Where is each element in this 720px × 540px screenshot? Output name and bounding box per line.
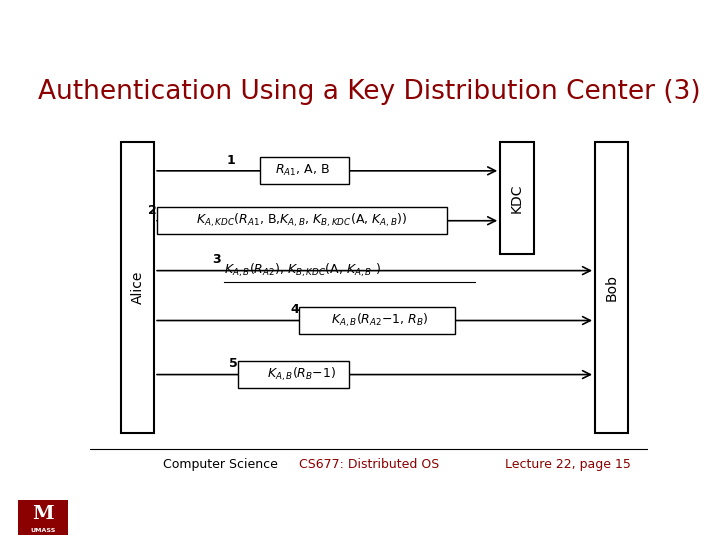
Text: CS677: Distributed OS: CS677: Distributed OS: [299, 458, 439, 471]
Text: 5: 5: [229, 357, 238, 370]
Text: 3: 3: [212, 253, 221, 266]
Text: KDC: KDC: [510, 183, 524, 213]
Bar: [157, 207, 447, 234]
Text: Alice: Alice: [130, 271, 145, 304]
Bar: [260, 157, 349, 184]
Text: 1: 1: [226, 154, 235, 167]
Text: $K_{A,B}$($R_B$−1): $K_{A,B}$($R_B$−1): [267, 366, 337, 383]
Text: $K_{A,KDC}$($R_{A1}$, B,$K_{A,B}$, $K_{B,KDC}$(A, $K_{A,B}$)): $K_{A,KDC}$($R_{A1}$, B,$K_{A,B}$, $K_{B…: [197, 212, 408, 230]
Bar: [595, 141, 629, 433]
Text: $K_{A,B}$($R_{A2}$), $K_{B,KDC}$(A, $K_{A,B}$ ): $K_{A,B}$($R_{A2}$), $K_{B,KDC}$(A, $K_{…: [224, 262, 381, 279]
Text: UMASS: UMASS: [30, 528, 56, 533]
Text: M: M: [32, 504, 54, 523]
Text: Lecture 22, page 15: Lecture 22, page 15: [505, 458, 631, 471]
Bar: [121, 141, 154, 433]
Text: Computer Science: Computer Science: [163, 458, 277, 471]
Text: $R_{A1}$, A, B: $R_{A1}$, A, B: [274, 163, 330, 178]
Text: 4: 4: [290, 303, 300, 316]
Bar: [300, 307, 456, 334]
Bar: [500, 141, 534, 254]
Bar: [18, 500, 68, 526]
Text: Bob: Bob: [605, 274, 618, 301]
Bar: [18, 526, 68, 535]
Text: Authentication Using a Key Distribution Center (3): Authentication Using a Key Distribution …: [37, 79, 701, 105]
Text: $K_{A,B}$($R_{A2}$−1, $R_B$): $K_{A,B}$($R_{A2}$−1, $R_B$): [331, 312, 429, 329]
Bar: [238, 361, 349, 388]
Text: 2: 2: [148, 204, 157, 217]
